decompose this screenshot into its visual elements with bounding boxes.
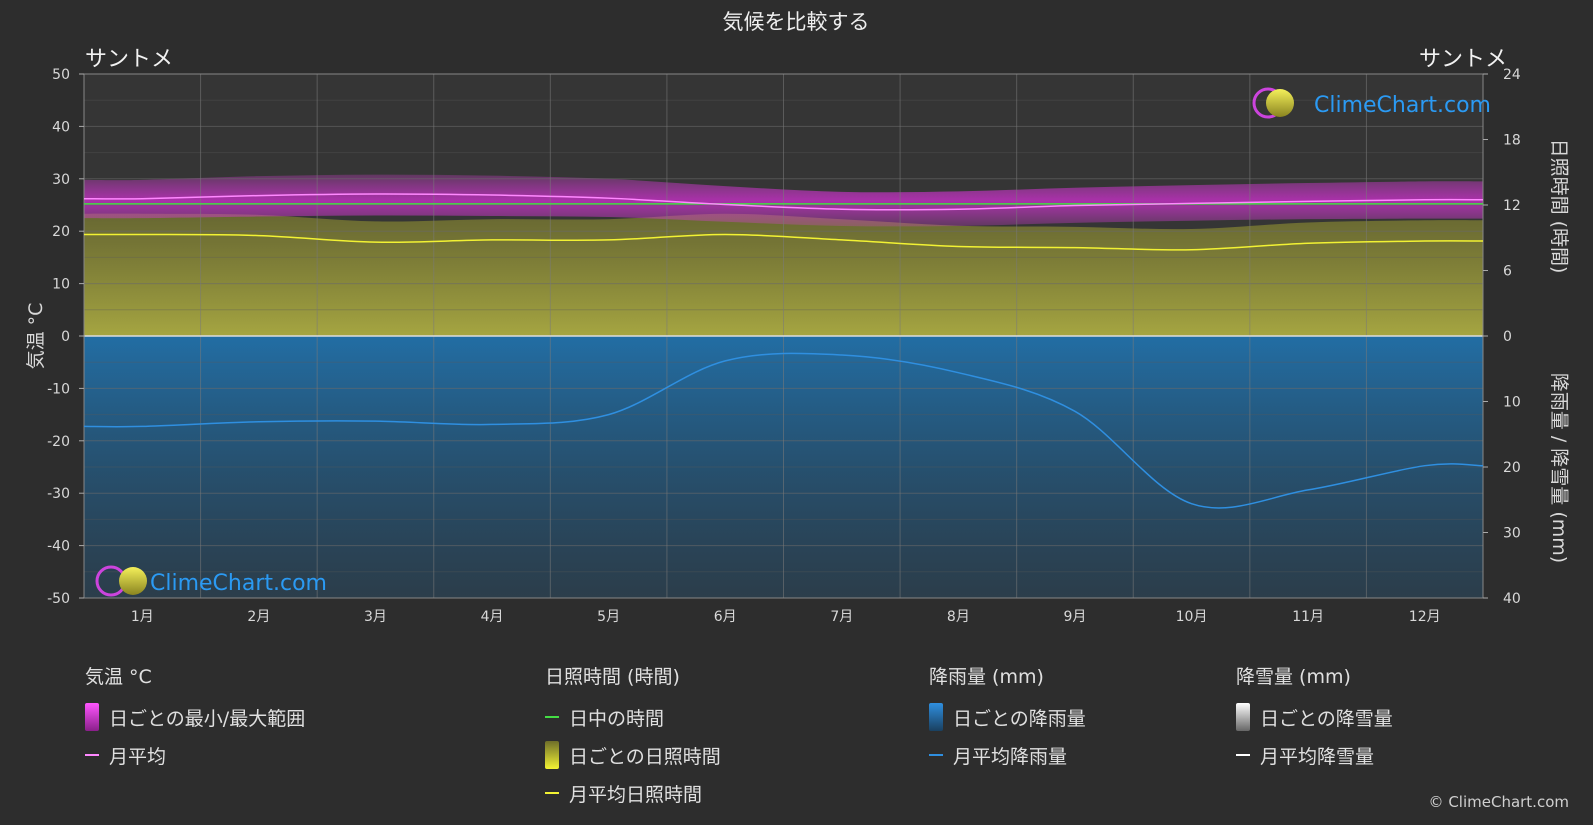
rain-swatch <box>929 703 943 731</box>
legend-temp-mean-label: 月平均 <box>109 745 167 768</box>
rain-mean-line <box>83 352 1484 509</box>
x-tick-label: 1月 <box>131 609 154 625</box>
y-left-tick-label: -10 <box>47 381 70 397</box>
watermark-top: ClimeChart.com <box>1252 87 1491 119</box>
x-tick-label: 4月 <box>481 609 504 625</box>
location-left: サントメ <box>85 47 173 72</box>
location-right: サントメ <box>1419 47 1507 72</box>
legend-rain-mean: 月平均降雨量 <box>929 736 1086 774</box>
legend-sunshine: 日照時間 (時間) 日中の時間 日ごとの日照時間 月平均日照時間 <box>545 662 721 812</box>
snow-swatch <box>1236 703 1250 731</box>
watermark-top-text: ClimeChart.com <box>1314 93 1491 118</box>
y-left-tick-label: -20 <box>47 434 70 450</box>
y-left-tick-label: -50 <box>47 591 70 607</box>
x-tick-label: 10月 <box>1176 609 1208 625</box>
y-right-bottom-label: 降雨量 / 降雪量 (mm) <box>1548 373 1570 563</box>
daylight-swatch <box>545 716 559 718</box>
snow-mean-swatch <box>1236 754 1250 756</box>
y-right-top-tick-label: 6 <box>1503 264 1512 280</box>
temp-mean-line <box>83 193 1484 211</box>
temp-mean-swatch <box>85 754 99 756</box>
legend-daylight-label: 日中の時間 <box>569 707 665 730</box>
sunshine-swatch <box>545 741 559 769</box>
legend-snow-mean: 月平均降雪量 <box>1236 736 1393 774</box>
y-left-tick-label: 0 <box>61 329 70 345</box>
y-left-tick-label: 10 <box>52 277 70 293</box>
logo-sun-icon <box>119 567 147 595</box>
legend-sunshine-mean-label: 月平均日照時間 <box>569 783 703 806</box>
x-tick-label: 5月 <box>597 609 620 625</box>
y-right-top-tick-label: 24 <box>1503 67 1521 83</box>
x-tick-label: 3月 <box>364 609 387 625</box>
y-left-tick-label: 20 <box>52 224 70 240</box>
legend-snow-daily: 日ごとの降雪量 <box>1236 698 1393 736</box>
y-right-top-tick-label: 18 <box>1503 133 1521 149</box>
rain-mean-swatch <box>929 754 943 756</box>
x-tick-label: 9月 <box>1063 609 1086 625</box>
legend-rain: 降雨量 (mm) 日ごとの降雨量 月平均降雨量 <box>929 662 1086 774</box>
legend-sunshine-daily-label: 日ごとの日照時間 <box>569 745 721 768</box>
legend-rain-title: 降雨量 (mm) <box>929 666 1044 688</box>
copyright: © ClimeChart.com <box>1428 793 1569 811</box>
legend-snow: 降雪量 (mm) 日ごとの降雪量 月平均降雪量 <box>1236 662 1393 774</box>
sunshine-mean-swatch <box>545 792 559 794</box>
y-right-bottom-tick-label: 30 <box>1503 526 1521 542</box>
x-tick-label: 7月 <box>830 609 853 625</box>
watermark-bottom: ClimeChart.com <box>95 565 327 597</box>
sunshine-mean-line <box>83 233 1484 251</box>
y-right-top-tick-label: 0 <box>1503 329 1512 345</box>
legend-temperature-title: 気温 °C <box>85 666 152 688</box>
legend-snow-title: 降雪量 (mm) <box>1236 666 1351 688</box>
y-left-tick-label: -40 <box>47 539 70 555</box>
legend-sunshine-title: 日照時間 (時間) <box>545 666 680 688</box>
legend-temp-range-label: 日ごとの最小/最大範囲 <box>109 707 306 730</box>
legend-snow-mean-label: 月平均降雪量 <box>1260 745 1375 768</box>
legend-rain-daily: 日ごとの降雨量 <box>929 698 1086 736</box>
chart-title: 気候を比較する <box>723 10 870 34</box>
y-right-bottom-tick-label: 10 <box>1503 395 1521 411</box>
legend-rain-mean-label: 月平均降雨量 <box>953 745 1068 768</box>
y-left-tick-label: 50 <box>52 67 70 83</box>
legend-rain-daily-label: 日ごとの降雨量 <box>953 707 1086 730</box>
legend-daylight: 日中の時間 <box>545 698 721 736</box>
logo-sun-icon <box>1266 89 1294 117</box>
x-tick-label: 12月 <box>1409 609 1441 625</box>
x-tick-label: 8月 <box>947 609 970 625</box>
legend-snow-daily-label: 日ごとの降雪量 <box>1260 707 1393 730</box>
y-left-tick-label: 40 <box>52 119 70 135</box>
y-right-bottom-tick-label: 20 <box>1503 460 1521 476</box>
x-tick-label: 11月 <box>1292 609 1324 625</box>
x-tick-label: 2月 <box>247 609 270 625</box>
plot-area: 50 40 30 20 10 0 -10 -20 -30 -40 -50 24 18 12 6 0 10 20 30… <box>47 67 1521 625</box>
watermark-bottom-text: ClimeChart.com <box>150 571 327 596</box>
legend-temp-mean: 月平均 <box>85 736 305 774</box>
legend-sunshine-mean: 月平均日照時間 <box>545 774 721 812</box>
y-left-tick-label: 30 <box>52 172 70 188</box>
temp-range-swatch <box>85 703 99 731</box>
y-right-top-tick-label: 12 <box>1503 198 1521 214</box>
x-tick-label: 6月 <box>714 609 737 625</box>
y-right-bottom-tick-label: 40 <box>1503 591 1521 607</box>
y-left-label: 気温 °C <box>25 303 47 370</box>
legend-temp-range: 日ごとの最小/最大範囲 <box>85 698 305 736</box>
y-left-tick-label: -30 <box>47 486 70 502</box>
legend-temperature: 気温 °C 日ごとの最小/最大範囲 月平均 <box>85 662 305 774</box>
legend-sunshine-daily: 日ごとの日照時間 <box>545 736 721 774</box>
y-right-top-label: 日照時間 (時間) <box>1548 139 1570 274</box>
